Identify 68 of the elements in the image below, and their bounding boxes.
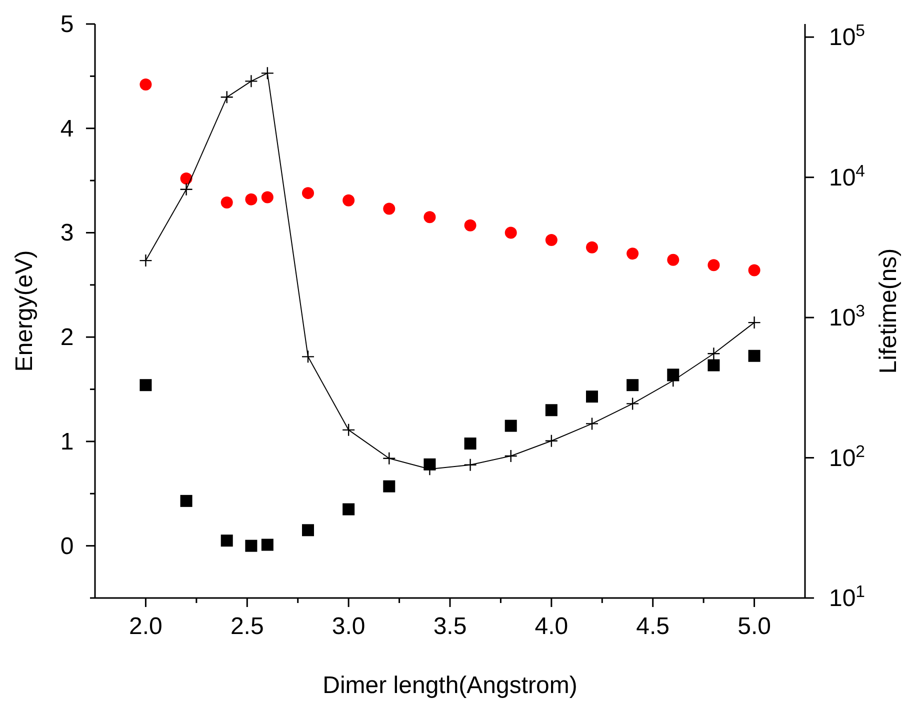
point [707,347,720,360]
point [586,390,598,403]
x-tick-label: 4.5 [636,613,670,640]
point [424,211,436,224]
point [245,193,258,206]
x-axis-title: Dimer length(Angstrom) [322,672,578,699]
point [180,172,192,184]
x-tick-label: 5.0 [738,613,771,640]
point [545,234,558,246]
y2-tick-label: 10$^{3}$ [828,301,866,332]
y2-tick-label: 10$^{2}$ [828,441,866,472]
y-tick-label: 0 [60,532,74,560]
point [626,248,639,260]
point [708,359,720,372]
point [220,534,233,547]
point [545,404,558,416]
point [464,438,476,450]
point [504,420,517,432]
y2-tick-label: 10$^{1}$ [828,582,866,612]
point [139,254,152,268]
point [261,538,274,551]
point [626,397,640,410]
point [342,503,355,516]
y2-tick-label: 10$^{4}$ [828,160,866,192]
point [383,202,396,215]
point [626,379,639,392]
point [140,78,152,91]
y-axis-title: Energy(eV) [11,250,38,372]
point [667,254,680,266]
point [748,316,761,330]
point [382,452,396,465]
point [585,417,599,430]
point [383,480,396,492]
y-tick-label: 1 [60,428,74,456]
point [342,194,355,206]
x-tick-label: 3.5 [433,613,467,640]
point [140,379,152,392]
point [220,196,233,208]
point [544,434,558,448]
x-tick-label: 2.5 [230,613,264,640]
y2-tick-label: 10$^{5}$ [828,20,866,52]
point [261,191,274,204]
x-tick-label: 3.0 [332,613,366,640]
point [342,423,356,437]
point [220,90,234,104]
x-tick-label: 2.0 [129,613,162,640]
y-tick-label: 4 [60,115,74,142]
point [301,350,315,364]
point [244,74,258,88]
point [586,241,598,254]
point [245,540,258,552]
point [708,259,720,272]
point [464,219,476,232]
point [302,187,314,200]
point [180,182,193,196]
y-tick-label: 2 [60,324,74,352]
point [180,494,192,507]
point [748,350,760,362]
y2-axis-title: Lifetime(ns) [875,248,902,374]
point [504,449,518,463]
point [260,66,274,80]
point [302,524,314,536]
point [748,264,760,276]
point [504,226,517,239]
y-tick-label: 3 [60,220,74,247]
y-tick-label: 5 [60,11,74,38]
point [464,458,477,472]
x-tick-label: 4.0 [534,613,568,640]
